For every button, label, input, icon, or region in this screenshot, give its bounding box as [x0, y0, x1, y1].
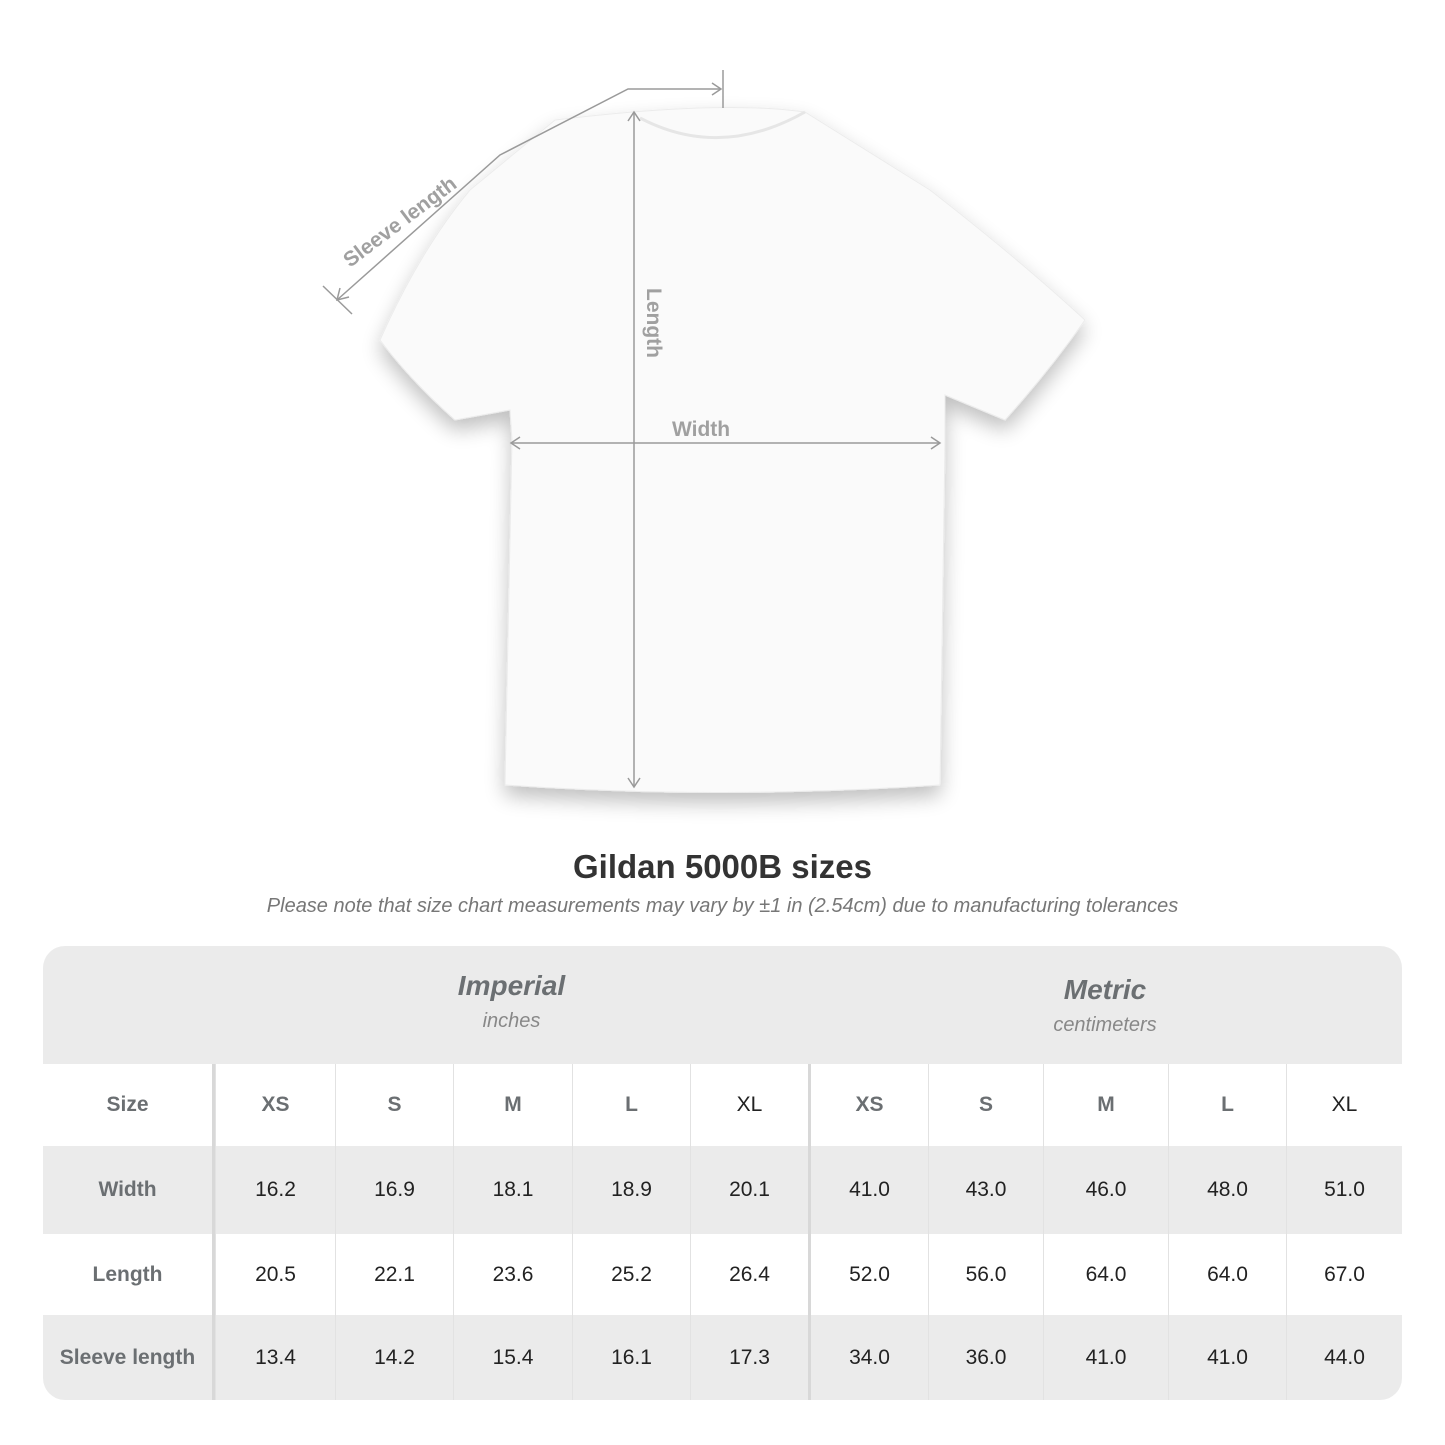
table-cell: 18.1 — [453, 1146, 572, 1234]
table-cell: 44.0 — [1286, 1315, 1402, 1400]
table-cell: 16.1 — [572, 1315, 690, 1400]
size-header: L — [572, 1064, 690, 1146]
size-header: XS — [215, 1064, 335, 1146]
table-cell: 13.4 — [215, 1315, 335, 1400]
imperial-unit: inches — [482, 1010, 541, 1032]
width-label: Width — [672, 418, 730, 441]
table-cell: 41.0 — [1168, 1315, 1286, 1400]
table-cell: 20.1 — [690, 1146, 808, 1234]
size-header: XS — [808, 1064, 928, 1146]
row-label: Width — [43, 1146, 215, 1234]
table-cell: 41.0 — [808, 1146, 928, 1234]
table-cell: 25.2 — [572, 1234, 690, 1315]
size-header: XL — [1286, 1064, 1402, 1146]
table-cell: 41.0 — [1043, 1315, 1168, 1400]
table-cell: 43.0 — [928, 1146, 1043, 1234]
table-cell: 18.9 — [572, 1146, 690, 1234]
table-cell: 15.4 — [453, 1315, 572, 1400]
table-cell: 46.0 — [1043, 1146, 1168, 1234]
table-header-row: Size XS S M L XL XS S M L XL — [43, 1064, 1402, 1146]
table-cell: 20.5 — [215, 1234, 335, 1315]
imperial-title: Imperial — [457, 970, 566, 1001]
size-table: Imperial inches Metric centimeters Size X… — [43, 946, 1402, 1400]
table-cell: 23.6 — [453, 1234, 572, 1315]
table-cell: 34.0 — [808, 1315, 928, 1400]
table-cell: 17.3 — [690, 1315, 808, 1400]
metric-title: Metric — [1063, 974, 1147, 1005]
size-header: M — [453, 1064, 572, 1146]
table-cell: 64.0 — [1043, 1234, 1168, 1315]
table-cell: 52.0 — [808, 1234, 928, 1315]
size-header: L — [1168, 1064, 1286, 1146]
row-label: Size — [43, 1064, 215, 1146]
table-cell: 51.0 — [1286, 1146, 1402, 1234]
table-row: Sleeve length 13.4 14.2 15.4 16.1 17.3 34.0 36.… — [43, 1315, 1402, 1400]
metric-unit: centimeters — [1053, 1014, 1157, 1036]
page-title: Gildan 5000B sizes — [573, 848, 872, 885]
table-row: Width 16.2 16.9 18.1 18.9 20.1 41.0 43.0 46.0 48.… — [43, 1146, 1402, 1234]
size-header: S — [335, 1064, 453, 1146]
table-row: Length 20.5 22.1 23.6 25.2 26.4 52.0 56.0 64.0 64… — [43, 1234, 1402, 1315]
table-header: Imperial inches Metric centimeters — [43, 946, 1402, 1064]
length-label: Length — [642, 288, 665, 358]
table-cell: 56.0 — [928, 1234, 1043, 1315]
table-cell: 22.1 — [335, 1234, 453, 1315]
imperial-header: Imperial inches — [215, 970, 808, 1033]
tshirt-diagram: Sleeve length Length Width — [322, 70, 1086, 793]
size-header: S — [928, 1064, 1043, 1146]
table-cell: 48.0 — [1168, 1146, 1286, 1234]
tolerance-note: Please note that size chart measurements… — [266, 895, 1179, 917]
table-cell: 16.9 — [335, 1146, 453, 1234]
row-label: Length — [43, 1234, 215, 1315]
tshirt-shape — [379, 107, 1086, 793]
size-header: XL — [690, 1064, 808, 1146]
table-cell: 67.0 — [1286, 1234, 1402, 1315]
row-label: Sleeve length — [43, 1315, 215, 1400]
table-cell: 16.2 — [215, 1146, 335, 1234]
metric-header: Metric centimeters — [808, 974, 1402, 1037]
table-cell: 26.4 — [690, 1234, 808, 1315]
size-header: M — [1043, 1064, 1168, 1146]
table-cell: 64.0 — [1168, 1234, 1286, 1315]
table-cell: 36.0 — [928, 1315, 1043, 1400]
table-cell: 14.2 — [335, 1315, 453, 1400]
